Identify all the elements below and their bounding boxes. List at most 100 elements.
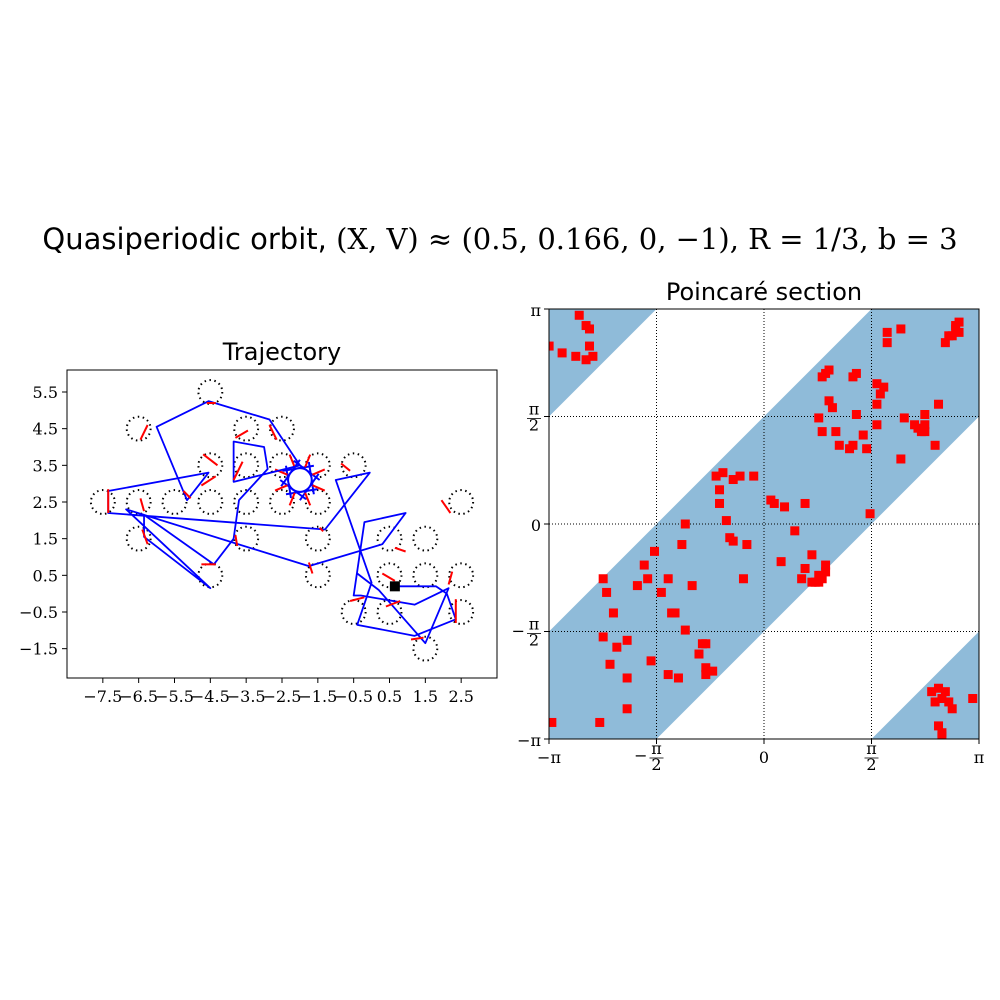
scatterer-circle <box>269 489 295 515</box>
section-point <box>677 540 687 550</box>
section-point <box>643 574 653 584</box>
section-point <box>800 563 810 573</box>
x-tick-label: −7.5 <box>83 687 122 706</box>
section-point <box>814 413 824 423</box>
scatterer-circle <box>125 489 152 515</box>
section-point <box>934 683 944 693</box>
section-point <box>663 574 673 584</box>
tick-text: −π <box>537 748 561 767</box>
section-point <box>848 440 858 450</box>
flight-path <box>107 400 457 645</box>
section-point <box>728 475 738 485</box>
tick-text: 0 <box>531 516 541 535</box>
tick-text: −π <box>517 731 541 750</box>
section-point <box>735 471 745 481</box>
x-tick-label: −0.5 <box>334 687 373 706</box>
scatterer-circle <box>412 562 439 589</box>
section-point <box>639 560 649 570</box>
section-point <box>598 574 608 584</box>
section-point <box>687 581 697 591</box>
y-tick-label: −0.5 <box>19 603 58 622</box>
section-point <box>862 444 872 454</box>
section-point <box>821 567 831 577</box>
scatterer-circle <box>304 452 331 479</box>
section-point <box>797 574 807 584</box>
collision-segment <box>234 534 239 547</box>
section-point <box>920 410 930 420</box>
figure-title-text: Quasiperiodic orbit, <box>42 222 337 256</box>
collision-segment <box>139 424 149 441</box>
section-point <box>605 659 615 669</box>
x-tick-label: π <box>974 748 985 767</box>
rosette-collision <box>312 484 326 492</box>
collision-segment <box>139 498 146 512</box>
section-point <box>780 502 790 512</box>
section-point <box>721 516 731 526</box>
band-wrap-top-left <box>549 309 657 417</box>
section-point <box>715 498 725 508</box>
rosette-collision <box>288 454 296 468</box>
section-point <box>749 471 759 481</box>
rosette-collision <box>312 468 326 476</box>
section-point <box>851 410 861 420</box>
x-tick-label: −2.5 <box>263 687 302 706</box>
section-point <box>663 670 673 680</box>
section-point <box>882 338 892 348</box>
tick-denominator: 2 <box>529 631 539 650</box>
scatterer-circle <box>233 452 260 479</box>
section-point <box>944 697 954 707</box>
scatterer-circle <box>233 415 260 442</box>
y-tick-label: 4.5 <box>33 420 58 439</box>
section-point <box>584 341 594 351</box>
tick-text: 0 <box>759 748 769 767</box>
section-point <box>581 355 591 365</box>
section-point <box>602 587 612 597</box>
collision-segment <box>232 461 244 481</box>
figure-title: Quasiperiodic orbit, (X, V) ≈ (0.5, 0.16… <box>0 222 1000 256</box>
x-tick-label: 2.5 <box>448 687 473 706</box>
section-point <box>549 717 557 727</box>
section-point <box>896 324 906 334</box>
y-tick-label: 0.5 <box>33 566 58 585</box>
section-point <box>701 663 711 673</box>
section-point <box>930 697 940 707</box>
tick-numerator: π <box>529 400 540 419</box>
trajectory-title: Trajectory <box>222 338 342 366</box>
section-point <box>824 365 834 375</box>
scatterer-circle <box>376 562 403 589</box>
section-point <box>807 550 817 560</box>
poincare-plot-area <box>549 309 979 739</box>
tick-denominator: 2 <box>651 755 661 774</box>
section-point <box>817 574 827 584</box>
y-tick-label: 5.5 <box>33 383 58 402</box>
section-point <box>612 642 622 652</box>
section-point <box>834 440 844 450</box>
section-point <box>940 338 950 348</box>
section-point <box>694 649 704 659</box>
section-point <box>934 721 944 731</box>
rosette-collision <box>304 454 312 468</box>
section-point <box>824 396 834 406</box>
section-point <box>711 471 721 481</box>
section-point <box>769 498 779 508</box>
section-point <box>708 666 718 676</box>
section-point <box>937 694 947 704</box>
section-point <box>934 399 944 409</box>
section-point <box>865 509 875 519</box>
rosette-collision <box>288 492 296 506</box>
x-tick-label: −3.5 <box>227 687 266 706</box>
scatterer-circle <box>376 525 403 552</box>
y-tick-label: 0 <box>531 516 541 535</box>
tick-text: π <box>974 748 985 767</box>
section-point <box>670 608 680 618</box>
section-point <box>673 673 683 683</box>
scatterer-circle <box>233 489 260 515</box>
section-point <box>954 327 964 337</box>
section-point <box>742 540 752 550</box>
section-point <box>790 526 800 536</box>
collision-segment <box>385 600 401 608</box>
section-point <box>549 341 554 351</box>
band-main <box>549 309 979 739</box>
band-wrap-bottom-right <box>871 631 979 739</box>
collision-segment <box>182 490 192 500</box>
